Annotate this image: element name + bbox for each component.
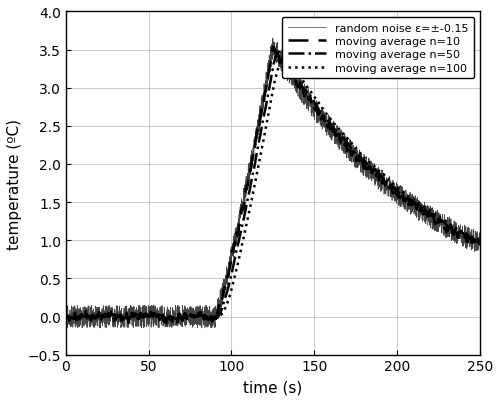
moving average n=10 — [102, 313, 108, 318]
random noise ε=±-0.15 — [184, 310, 190, 315]
moving average n=10 — [276, 58, 282, 63]
moving average n=50 — [477, 239, 483, 243]
moving average n=100 — [63, 314, 69, 319]
Y-axis label: temperature (ºC): temperature (ºC) — [7, 118, 22, 249]
moving average n=50 — [184, 315, 190, 320]
moving average n=10 — [184, 314, 190, 319]
moving average n=50 — [144, 313, 150, 318]
moving average n=100 — [477, 238, 483, 243]
random noise ε=±-0.15 — [102, 319, 108, 324]
moving average n=50 — [78, 314, 84, 319]
moving average n=50 — [102, 314, 108, 319]
moving average n=100 — [144, 314, 150, 318]
moving average n=10 — [63, 315, 69, 320]
moving average n=100 — [276, 64, 282, 69]
random noise ε=±-0.15 — [144, 306, 150, 310]
moving average n=50 — [276, 50, 281, 55]
moving average n=10 — [477, 239, 483, 244]
moving average n=10 — [142, 312, 148, 316]
moving average n=10 — [144, 312, 150, 317]
Legend: random noise ε=±-0.15, moving average n=10, moving average n=50, moving average : random noise ε=±-0.15, moving average n=… — [282, 18, 474, 79]
random noise ε=±-0.15 — [78, 308, 84, 313]
random noise ε=±-0.15 — [142, 311, 148, 316]
random noise ε=±-0.15 — [477, 235, 483, 239]
moving average n=50 — [142, 314, 148, 319]
moving average n=50 — [170, 317, 175, 322]
Line: moving average n=10: moving average n=10 — [66, 48, 480, 324]
random noise ε=±-0.15 — [199, 326, 205, 330]
Line: moving average n=50: moving average n=50 — [66, 53, 480, 319]
Line: moving average n=100: moving average n=100 — [66, 58, 480, 319]
moving average n=10 — [270, 45, 276, 50]
moving average n=100 — [175, 316, 181, 321]
moving average n=10 — [78, 312, 84, 317]
moving average n=100 — [282, 55, 288, 60]
X-axis label: time (s): time (s) — [244, 379, 302, 394]
random noise ε=±-0.15 — [270, 36, 276, 41]
moving average n=50 — [63, 314, 69, 319]
moving average n=100 — [78, 315, 84, 320]
moving average n=10 — [163, 321, 169, 326]
moving average n=100 — [142, 314, 148, 318]
random noise ε=±-0.15 — [63, 317, 69, 322]
random noise ε=±-0.15 — [276, 65, 282, 69]
moving average n=100 — [102, 314, 108, 319]
Line: random noise ε=±-0.15: random noise ε=±-0.15 — [66, 39, 480, 328]
moving average n=50 — [276, 51, 282, 56]
moving average n=100 — [184, 315, 190, 320]
